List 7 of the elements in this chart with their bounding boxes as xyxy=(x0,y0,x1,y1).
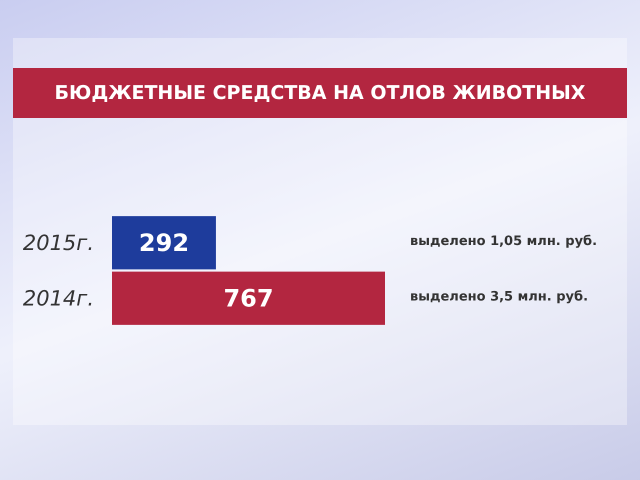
chart-title: БЮДЖЕТНЫЕ СРЕДСТВА НА ОТЛОВ ЖИВОТНЫХ xyxy=(13,68,627,118)
data-label: 767 xyxy=(223,284,274,312)
data-label: 292 xyxy=(138,228,190,257)
text: выделено 3,5 млн. руб. xyxy=(410,289,588,304)
text: выделено 1,05 млн. руб. xyxy=(410,234,598,249)
y-tick-label: 2014г. xyxy=(22,286,94,310)
y-tick-label: 2015г. xyxy=(22,230,94,255)
